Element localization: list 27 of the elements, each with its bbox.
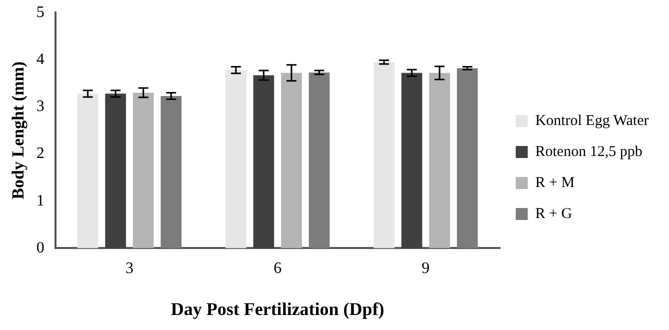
x-tick-label: 6 [274,260,282,278]
y-tick-label: 5 [36,4,44,21]
y-tick-label: 4 [36,50,44,68]
bar [253,75,274,248]
bar [105,94,126,248]
bar [77,94,98,248]
bar [226,70,246,248]
legend-label: Kontrol Egg Water [535,112,649,129]
x-axis-title: Day Post Fertilization (Dpf) [170,298,384,319]
bar [160,96,182,248]
bar [456,68,478,248]
bar [281,72,302,248]
legend-label: R + M [535,174,575,191]
legend-label: R + G [535,206,572,222]
y-tick-label: 1 [36,192,44,210]
bar [308,72,330,248]
legend-label: Rotenon 12,5 ppb [535,144,642,160]
bar [429,72,450,248]
y-tick-label: 0 [36,239,44,256]
x-tick-label: 3 [125,260,134,278]
bar [132,92,154,248]
bar [401,72,422,248]
y-axis-title: Body Lenght (mm) [8,61,28,200]
bar [374,62,394,248]
x-tick-label: 9 [422,260,430,278]
y-tick-label: 2 [36,145,44,162]
y-tick-label: 3 [36,98,44,116]
